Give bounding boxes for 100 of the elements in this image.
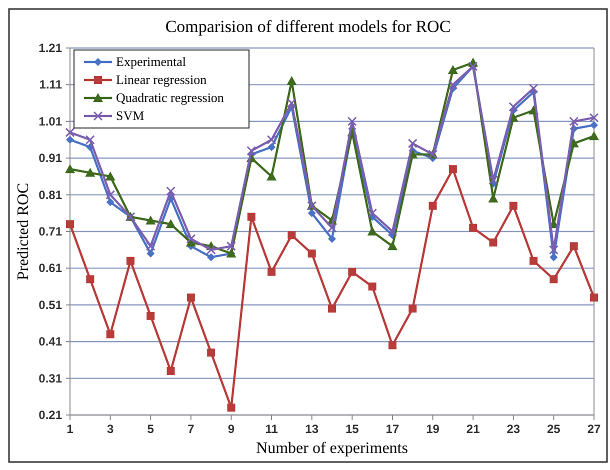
x-tick-label: 5	[147, 422, 154, 436]
point	[268, 268, 276, 276]
point	[207, 348, 216, 357]
x-axis-title: Number of experiments	[256, 440, 408, 457]
y-tick-label: 1.11	[39, 78, 62, 92]
point	[106, 330, 114, 338]
x-tick-label: 23	[506, 422, 520, 436]
point	[146, 312, 155, 320]
point	[166, 366, 175, 375]
point	[268, 143, 276, 152]
point	[327, 223, 337, 233]
point	[367, 226, 378, 236]
x-tick-label: 11	[265, 422, 278, 436]
point	[105, 171, 116, 180]
y-tick-label: 1.01	[38, 114, 62, 128]
x-tick-label: 17	[386, 422, 400, 436]
point	[448, 80, 458, 90]
point	[286, 98, 296, 108]
point	[488, 175, 498, 185]
y-tick-label: 0.61	[38, 261, 62, 276]
point	[368, 208, 378, 218]
point	[509, 202, 518, 210]
point	[550, 275, 558, 284]
point	[569, 116, 579, 126]
x-tick-label: 7	[188, 422, 195, 436]
point	[508, 102, 518, 112]
point	[206, 245, 216, 255]
point	[328, 304, 336, 313]
y-tick-label: 0.71	[38, 224, 62, 238]
point	[266, 171, 277, 180]
point	[247, 212, 256, 221]
point	[308, 209, 316, 218]
point	[288, 231, 296, 240]
legend-label: Quadratic regression	[116, 90, 224, 105]
x-tick-label: 13	[305, 422, 319, 436]
point	[408, 304, 417, 313]
point	[86, 275, 94, 284]
point	[246, 146, 256, 156]
point	[448, 65, 458, 74]
point	[528, 84, 538, 94]
point	[106, 190, 116, 200]
y-axis-title: Predicted ROC	[15, 182, 32, 280]
legend-label: Linear regression	[116, 72, 208, 87]
y-tick-label: 1.21	[38, 41, 62, 55]
legend-label: SVM	[116, 108, 145, 123]
point	[308, 250, 316, 258]
y-tick-label: 0.81	[38, 188, 62, 202]
point	[146, 241, 156, 251]
legend-label: Experimental	[116, 54, 186, 69]
point	[186, 234, 196, 244]
point	[106, 198, 114, 206]
point	[448, 165, 457, 174]
chart-title: Comparision of different models for ROC	[165, 17, 451, 36]
point	[126, 256, 134, 265]
y-tick-label: 0.51	[38, 298, 62, 312]
y-tick-label: 0.41	[38, 334, 62, 349]
point	[348, 268, 356, 276]
point	[328, 234, 336, 243]
point	[226, 241, 236, 251]
x-tick-label: 19	[426, 422, 440, 436]
point	[85, 135, 95, 144]
point	[428, 202, 437, 210]
point	[286, 76, 297, 86]
point	[85, 168, 96, 177]
point	[469, 224, 478, 232]
point	[388, 341, 396, 350]
point	[186, 294, 195, 302]
point	[65, 164, 75, 174]
point	[347, 116, 357, 126]
point	[388, 226, 398, 236]
point	[489, 238, 498, 247]
point	[589, 112, 599, 122]
x-tick-label: 3	[106, 422, 114, 436]
x-tick-label: 1	[66, 422, 74, 436]
point	[590, 294, 598, 302]
point	[368, 282, 376, 291]
point	[207, 253, 216, 262]
point	[548, 245, 558, 255]
x-tick-label: 9	[228, 422, 235, 436]
point	[227, 404, 236, 412]
x-tick-label: 15	[345, 422, 360, 436]
point	[266, 135, 276, 144]
point	[570, 242, 578, 250]
point	[146, 215, 156, 224]
point	[387, 241, 398, 250]
point	[65, 128, 75, 138]
point	[166, 186, 176, 196]
y-tick-label: 0.91	[38, 151, 62, 166]
point	[408, 138, 418, 148]
point	[589, 131, 599, 140]
x-tick-label: 25	[547, 422, 561, 436]
point	[166, 219, 176, 228]
point	[66, 220, 74, 228]
y-tick-label: 0.31	[38, 371, 62, 386]
point	[146, 250, 155, 258]
point	[66, 136, 74, 144]
x-tick-label: 21	[466, 422, 480, 436]
y-tick-label: 0.21	[38, 408, 62, 422]
point	[530, 256, 538, 265]
x-tick-label: 27	[587, 422, 601, 436]
